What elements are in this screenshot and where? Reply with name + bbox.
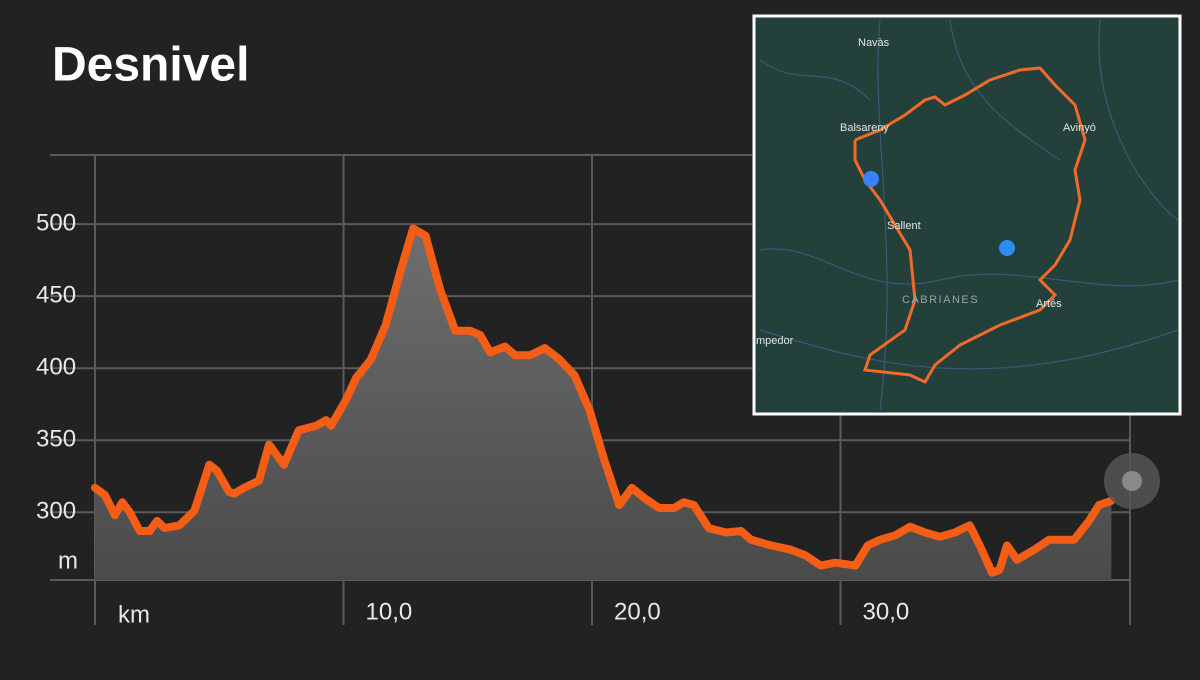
chart-title: Desnivel (52, 39, 249, 92)
map-label: Navàs (858, 37, 890, 49)
map-label: Sallent (887, 220, 921, 232)
x-tick-label: 30,0 (863, 598, 910, 625)
elevation-line (91, 224, 1116, 577)
map-frame (752, 14, 1182, 416)
y-tick-label: 350 (36, 426, 76, 453)
map-label: CABRIANES (902, 294, 979, 306)
y-tick-label: 450 (36, 282, 76, 309)
y-tick-label: 500 (36, 209, 76, 236)
map-label: Avinyó (1063, 122, 1096, 134)
location-dot (863, 171, 879, 187)
photo-marker[interactable] (999, 240, 1015, 256)
map-label: Balsareny (840, 122, 889, 134)
map-label: mpedor (756, 335, 794, 347)
y-unit: m (58, 547, 78, 574)
map-label: Artés (1036, 298, 1062, 310)
x-tick-label: 20,0 (614, 598, 661, 625)
plot: 300 350 400 450 500 10,0 20,0 30,0 (36, 154, 1131, 625)
y-tick-label: 400 (36, 354, 76, 381)
map-route (853, 66, 1087, 384)
scrub-handle-core[interactable] (1122, 471, 1142, 491)
x-tick-label: 10,0 (366, 598, 413, 625)
map-inset: Navàs Balsareny Avinyó Sallent CABRIANES… (752, 14, 1182, 416)
area-fill (95, 228, 1112, 580)
y-tick-label: 300 (36, 498, 76, 525)
x-unit: km (118, 601, 150, 628)
